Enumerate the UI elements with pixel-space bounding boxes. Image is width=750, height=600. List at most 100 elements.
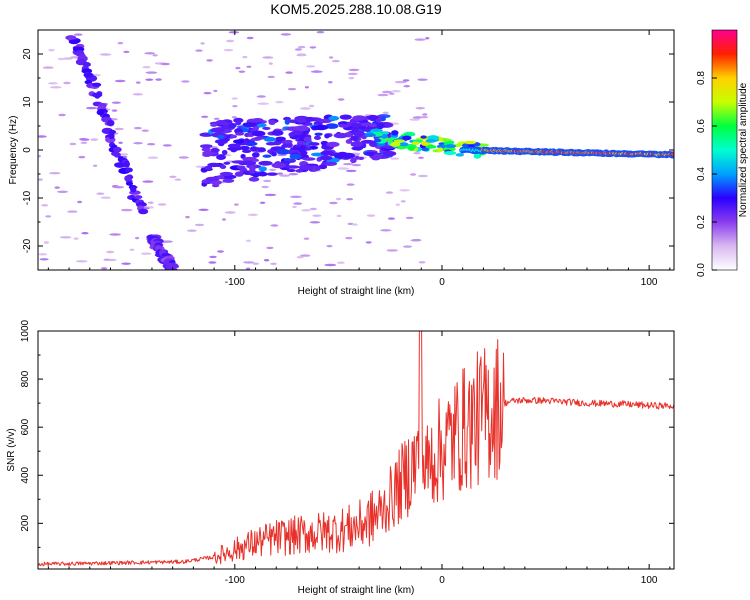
spectrogram-speck <box>147 156 159 159</box>
spectrogram-speck <box>342 162 354 166</box>
spectrogram-speck <box>135 236 140 240</box>
spectrogram-cluster-cell <box>248 176 260 182</box>
spectrogram-cluster-cell <box>383 122 391 127</box>
spectrogram-speck <box>96 192 105 195</box>
spectrogram-cluster-cell <box>352 130 365 137</box>
spectrogram-speck <box>140 252 152 255</box>
spectrogram-speck <box>425 37 430 40</box>
spectrogram-speck <box>337 167 350 170</box>
spectrogram-transition-cell <box>391 130 399 136</box>
spectrogram-x-tick-label: 100 <box>641 277 658 288</box>
spectrogram-line-cell <box>671 152 674 156</box>
spectrogram-cluster-cell <box>298 164 314 171</box>
spectrogram-cluster-cell <box>273 132 282 136</box>
spectrogram-speck <box>114 127 124 131</box>
spectrogram-cluster-cell <box>354 155 361 160</box>
snr-marks <box>38 331 674 567</box>
spectrogram-speck <box>395 203 400 206</box>
spectrogram-speck <box>162 240 173 243</box>
spectrogram-speck <box>73 237 79 240</box>
spectrogram-speck <box>211 146 218 149</box>
spectrogram-cluster-cell <box>289 153 302 160</box>
spectrogram-y-ticks: 20 10 0 -10 -20 <box>22 29 674 271</box>
spectrogram-speck <box>246 36 254 40</box>
spectrogram-cluster-cell <box>253 158 259 162</box>
spectrogram-cluster-cell <box>210 148 220 153</box>
spectrogram-speck <box>382 111 389 115</box>
spectrogram-speck <box>260 201 266 204</box>
spectrogram-y-tick-label: 0 <box>22 147 33 153</box>
spectrogram-speck <box>316 31 325 34</box>
spectrogram-speck <box>264 193 277 197</box>
spectrogram-speck <box>345 236 353 240</box>
spectrogram-transition-cell <box>473 153 482 159</box>
spectrogram-transition-cell <box>425 138 437 143</box>
spectrogram-speck <box>111 101 122 104</box>
spectrogram-transition-cell <box>411 141 420 146</box>
spectrogram-speck <box>415 107 426 110</box>
spectrogram-cluster-cell <box>252 125 259 131</box>
spectrogram-speck <box>294 48 302 51</box>
spectrogram-speck <box>238 70 246 73</box>
spectrogram-cluster-cell <box>204 165 213 171</box>
spectrogram-speck <box>234 203 239 206</box>
spectrogram-speck <box>394 80 407 84</box>
spectrogram-speck <box>303 237 310 240</box>
spectrogram-speck <box>174 178 182 181</box>
spectrogram-speck <box>235 66 241 70</box>
spectrogram-speck <box>328 81 333 84</box>
spectrogram-speck <box>337 98 345 101</box>
spectrogram-speck <box>418 156 424 159</box>
spectrogram-cluster-cell <box>360 139 376 144</box>
spectrogram-speck <box>410 239 421 242</box>
spectrogram-speck <box>42 66 54 69</box>
spectrogram-speck <box>106 250 115 254</box>
spectrogram-speck <box>62 57 74 60</box>
spectrogram-speck <box>409 118 420 121</box>
spectrogram-speck <box>279 174 291 177</box>
spectrogram-speck <box>201 115 209 119</box>
snr-x-ticks: -100 0 100 <box>47 331 671 586</box>
spectrogram-cluster-cell <box>266 172 278 176</box>
spectrogram-transition-cell <box>389 142 401 147</box>
snr-x-axis-label: Height of straight line (km) <box>298 585 415 596</box>
spectrogram-speck <box>405 216 414 220</box>
spectrogram-transition-cell <box>463 140 477 145</box>
spectrogram-cluster-cell <box>283 139 293 144</box>
spectrogram-speck <box>100 267 108 270</box>
spectrogram-speck <box>117 41 124 45</box>
spectrogram-speck <box>309 46 317 49</box>
spectrogram-speck <box>223 48 234 52</box>
spectrogram-speck <box>306 65 316 68</box>
spectrogram-transition-cell <box>420 135 427 139</box>
spectrogram-speck <box>257 102 269 105</box>
spectrogram-transition-cell <box>373 138 382 143</box>
spectrogram-speck <box>324 263 337 267</box>
spectrogram-speck <box>147 201 154 204</box>
spectrogram-speck <box>181 80 190 83</box>
spectrogram-transition-cell <box>401 135 412 141</box>
spectrogram-speck <box>160 62 170 66</box>
spectrogram-trace-cell <box>91 92 103 98</box>
spectrogram-cluster-cell <box>241 149 252 153</box>
spectrogram-cluster-cell <box>295 169 304 173</box>
spectrogram-cluster-cell <box>223 161 231 165</box>
figure-title: KOM5.2025.288.10.08.G19 <box>270 1 441 17</box>
spectrogram-speck <box>100 196 111 199</box>
spectrogram-speck <box>380 229 392 232</box>
spectrogram-speck <box>246 65 252 69</box>
spectrogram-cluster-cell <box>219 171 234 176</box>
spectrogram-speck <box>420 116 429 119</box>
spectrogram-speck <box>213 89 218 93</box>
spectrogram-cluster-cell <box>230 148 237 153</box>
spectrogram-cluster-cell <box>319 155 333 161</box>
spectrogram-speck <box>226 39 235 43</box>
spectrogram-speck <box>301 209 311 212</box>
colorbar-tick-label: 0.8 <box>696 71 707 85</box>
spectrogram-speck <box>309 221 321 224</box>
spectrogram-speck <box>63 81 71 85</box>
snr-y-tick-label: 600 <box>20 418 31 435</box>
spectrogram-speck <box>280 33 292 36</box>
spectrogram-speck <box>268 62 273 65</box>
spectrogram-cluster-cell <box>257 171 268 177</box>
